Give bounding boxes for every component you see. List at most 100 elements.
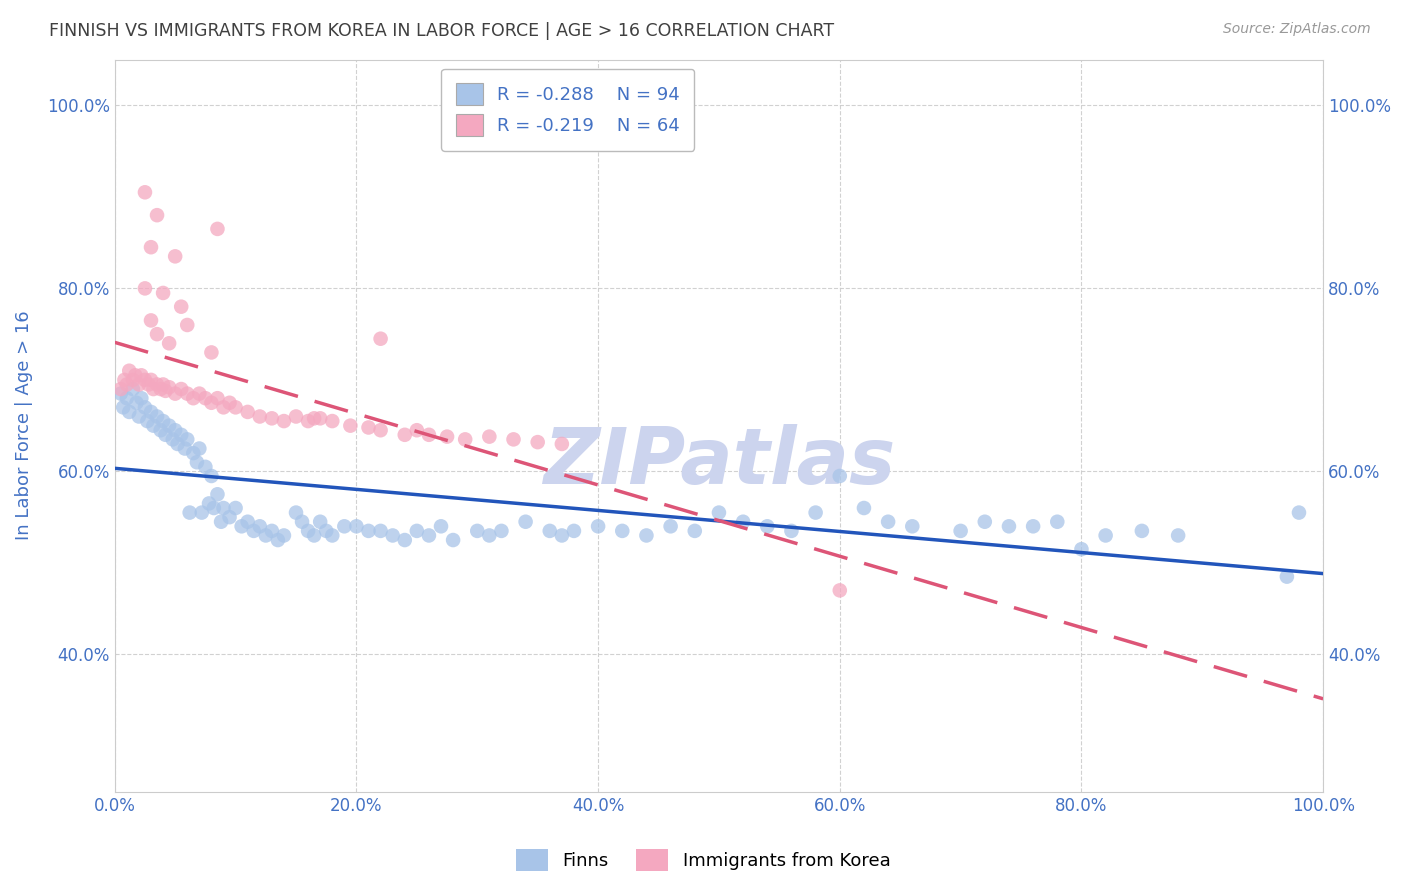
Point bbox=[370, 332, 392, 346]
Point bbox=[186, 455, 208, 469]
Point bbox=[207, 391, 229, 405]
Point bbox=[515, 515, 537, 529]
Point bbox=[146, 327, 169, 342]
Point bbox=[165, 386, 187, 401]
Point bbox=[202, 501, 225, 516]
Point bbox=[478, 429, 501, 443]
Point bbox=[405, 524, 427, 538]
Point bbox=[370, 524, 392, 538]
Point bbox=[273, 528, 295, 542]
Point bbox=[242, 524, 264, 538]
Legend: Finns, Immigrants from Korea: Finns, Immigrants from Korea bbox=[509, 842, 897, 879]
Point bbox=[157, 336, 180, 351]
Point bbox=[973, 515, 995, 529]
Point bbox=[297, 524, 319, 538]
Point bbox=[112, 401, 135, 415]
Point bbox=[733, 515, 755, 529]
Point bbox=[139, 313, 162, 327]
Point bbox=[430, 519, 453, 533]
Point bbox=[200, 396, 222, 410]
Point bbox=[146, 208, 169, 222]
Point bbox=[125, 396, 148, 410]
Point bbox=[231, 519, 253, 533]
Point bbox=[1130, 524, 1153, 538]
Point bbox=[297, 414, 319, 428]
Point bbox=[142, 418, 165, 433]
Text: FINNISH VS IMMIGRANTS FROM KOREA IN LABOR FORCE | AGE > 16 CORRELATION CHART: FINNISH VS IMMIGRANTS FROM KOREA IN LABO… bbox=[49, 22, 834, 40]
Point bbox=[212, 401, 235, 415]
Point bbox=[194, 391, 217, 405]
Text: Source: ZipAtlas.com: Source: ZipAtlas.com bbox=[1223, 22, 1371, 37]
Point bbox=[249, 519, 271, 533]
Point bbox=[1167, 528, 1189, 542]
Point bbox=[218, 396, 240, 410]
Point bbox=[131, 391, 153, 405]
Text: ZIPatlas: ZIPatlas bbox=[543, 425, 896, 500]
Point bbox=[188, 442, 211, 456]
Point bbox=[828, 469, 851, 483]
Point bbox=[267, 533, 290, 547]
Point bbox=[134, 401, 156, 415]
Point bbox=[212, 501, 235, 516]
Point bbox=[149, 423, 172, 437]
Y-axis label: In Labor Force | Age > 16: In Labor Force | Age > 16 bbox=[15, 310, 32, 541]
Point bbox=[309, 515, 332, 529]
Point bbox=[110, 382, 132, 396]
Point bbox=[142, 382, 165, 396]
Point bbox=[302, 528, 325, 542]
Point bbox=[209, 515, 232, 529]
Point bbox=[138, 377, 160, 392]
Point bbox=[152, 285, 174, 300]
Point bbox=[562, 524, 585, 538]
Point bbox=[157, 418, 180, 433]
Point bbox=[115, 391, 138, 405]
Point bbox=[538, 524, 561, 538]
Point bbox=[1094, 528, 1116, 542]
Point bbox=[115, 377, 138, 392]
Point bbox=[207, 222, 229, 236]
Point bbox=[357, 524, 380, 538]
Point bbox=[321, 414, 343, 428]
Point bbox=[176, 318, 198, 332]
Point bbox=[454, 433, 477, 447]
Point bbox=[491, 524, 513, 538]
Point bbox=[394, 533, 416, 547]
Point bbox=[134, 281, 156, 295]
Point bbox=[551, 528, 574, 542]
Point bbox=[405, 423, 427, 437]
Point bbox=[170, 382, 193, 396]
Point bbox=[124, 368, 146, 383]
Point bbox=[207, 487, 229, 501]
Point bbox=[176, 386, 198, 401]
Point bbox=[200, 469, 222, 483]
Point bbox=[418, 528, 440, 542]
Point bbox=[155, 427, 177, 442]
Point bbox=[200, 345, 222, 359]
Point bbox=[586, 519, 609, 533]
Legend: R = -0.288    N = 94, R = -0.219    N = 64: R = -0.288 N = 94, R = -0.219 N = 64 bbox=[441, 69, 695, 151]
Point bbox=[260, 524, 283, 538]
Point bbox=[236, 515, 259, 529]
Point bbox=[309, 411, 332, 425]
Point bbox=[612, 524, 634, 538]
Point bbox=[302, 411, 325, 425]
Point bbox=[139, 240, 162, 254]
Point bbox=[122, 373, 145, 387]
Point bbox=[155, 384, 177, 398]
Point bbox=[998, 519, 1021, 533]
Point bbox=[166, 437, 188, 451]
Point bbox=[157, 380, 180, 394]
Point bbox=[165, 423, 187, 437]
Point bbox=[134, 186, 156, 200]
Point bbox=[134, 373, 156, 387]
Point bbox=[122, 382, 145, 396]
Point bbox=[339, 418, 361, 433]
Point bbox=[1046, 515, 1069, 529]
Point bbox=[1288, 506, 1310, 520]
Point bbox=[291, 515, 314, 529]
Point bbox=[346, 519, 368, 533]
Point bbox=[146, 409, 169, 424]
Point bbox=[165, 249, 187, 263]
Point bbox=[170, 427, 193, 442]
Point bbox=[1275, 569, 1298, 583]
